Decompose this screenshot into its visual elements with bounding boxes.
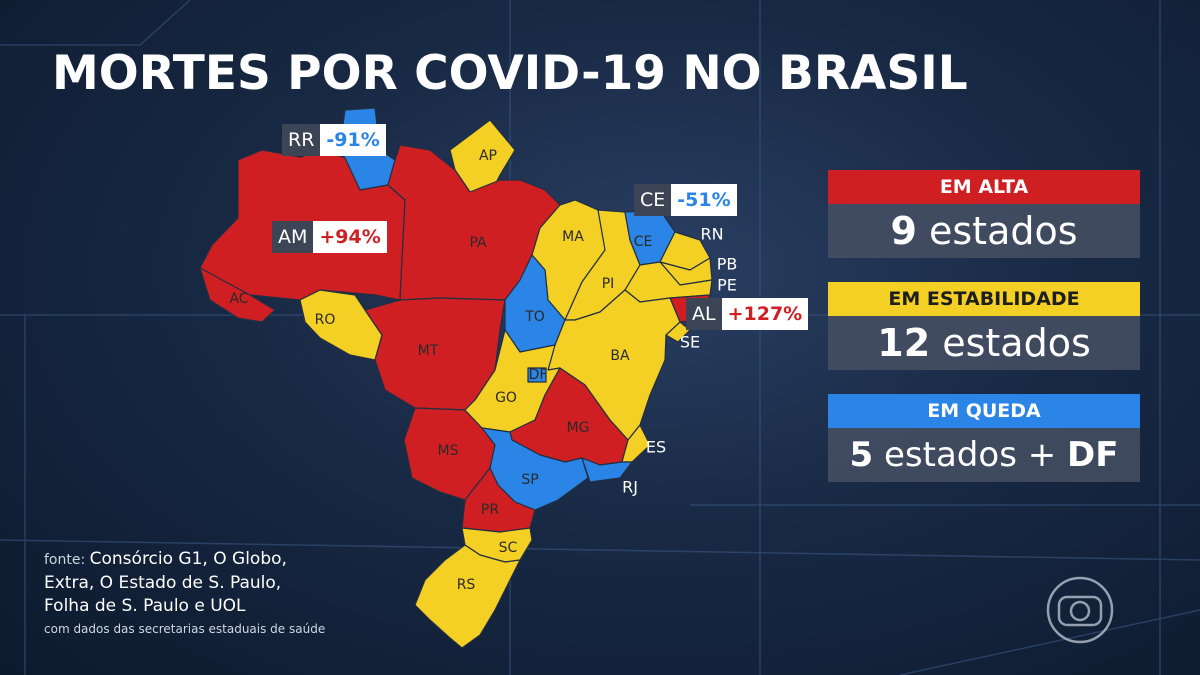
state-label-rj: RJ (622, 477, 638, 497)
legend-queda-count: 5 (849, 435, 874, 475)
state-label-pa: PA (469, 235, 487, 251)
state-ac (199, 267, 276, 323)
legend-estabilidade-body: 12 estados (828, 316, 1140, 370)
state-label-pr: PR (480, 502, 500, 518)
state-label-es: ES (645, 437, 667, 457)
source-line-1: Consórcio G1, O Globo, (89, 549, 287, 569)
callout-am-code: AM (272, 221, 314, 253)
callout-al-code: AL (686, 298, 722, 330)
legend-estabilidade: EM ESTABILIDADE 12 estados (828, 282, 1140, 370)
state-label-sp: SP (521, 472, 539, 488)
state-df (527, 367, 547, 383)
state-label-ro: RO (314, 312, 336, 328)
tv-globo-logo-icon (1046, 576, 1114, 644)
legend-alta-unit: estados (916, 209, 1078, 253)
legend-alta-header: EM ALTA (828, 170, 1140, 204)
state-ro (299, 289, 383, 361)
legend-queda-extra: DF (1067, 435, 1119, 475)
state-label-mt: MT (417, 343, 439, 359)
source-line-2: Extra, O Estado de S. Paulo, (44, 573, 282, 593)
state-label-to: TO (525, 309, 545, 325)
legend-queda-body: 5 estados + DF (828, 428, 1140, 482)
legend-alta-count: 9 (890, 209, 917, 253)
callout-am-value: +94% (313, 221, 387, 253)
legend-alta-body: 9 estados (828, 204, 1140, 258)
legend-queda-header: EM QUEDA (828, 394, 1140, 428)
state-label-rn: RN (700, 224, 724, 244)
callout-rr-value: -91% (320, 124, 386, 156)
state-label-mg: MG (566, 420, 590, 436)
legend-estabilidade-unit: estados (930, 321, 1091, 365)
callout-rr-code: RR (282, 124, 321, 156)
state-label-sc: SC (498, 540, 518, 556)
state-label-ma: MA (562, 229, 584, 245)
state-es (621, 424, 651, 463)
legend-estabilidade-count: 12 (877, 321, 931, 365)
state-label-ba: BA (610, 348, 630, 364)
state-label-ms: MS (437, 443, 459, 459)
brazil-map (199, 107, 713, 649)
state-label-pb: PB (716, 254, 738, 274)
source-prefix: fonte: (44, 552, 90, 568)
state-label-df: DF (528, 367, 548, 383)
callout-ce-code: CE (634, 184, 672, 216)
state-label-ac: AC (229, 291, 249, 307)
state-label-rs: RS (456, 577, 476, 593)
legend-alta: EM ALTA 9 estados (828, 170, 1140, 258)
legend-estabilidade-header: EM ESTABILIDADE (828, 282, 1140, 316)
state-label-se: SE (679, 332, 701, 352)
legend-queda: EM QUEDA 5 estados + DF (828, 394, 1140, 482)
callout-al: AL +127% (686, 298, 809, 330)
callout-rr: RR -91% (282, 124, 386, 156)
state-label-ap: AP (478, 148, 498, 164)
callout-am: AM +94% (272, 221, 387, 253)
state-label-pe: PE (717, 275, 737, 295)
state-label-ce: CE (633, 234, 653, 250)
source-credit: fonte: Consórcio G1, O Globo, Extra, O E… (44, 548, 325, 641)
callout-ce-value: -51% (671, 184, 737, 216)
source-note: com dados das secretarias estaduais de s… (44, 622, 326, 636)
source-line-3: Folha de S. Paulo e UOL (44, 596, 246, 616)
state-rj (581, 457, 633, 483)
page-title: MORTES POR COVID-19 NO BRASIL (52, 46, 968, 101)
state-label-go: GO (495, 390, 517, 406)
state-rs (414, 544, 521, 649)
state-label-pi: PI (601, 276, 615, 292)
callout-ce: CE -51% (634, 184, 737, 216)
callout-al-value: +127% (721, 298, 809, 330)
legend-queda-unit: estados + (873, 435, 1068, 475)
